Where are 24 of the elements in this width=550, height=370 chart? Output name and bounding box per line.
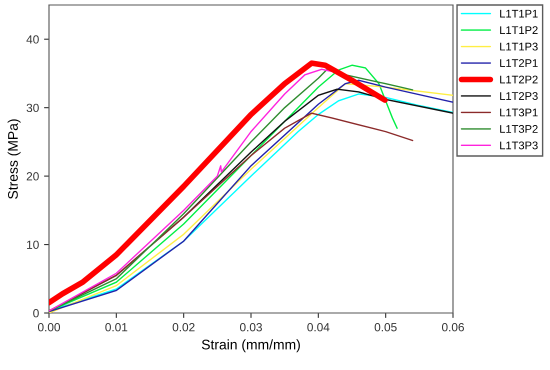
y-tick-label: 10 xyxy=(27,240,39,249)
x-tick-label: 0.02 xyxy=(172,323,195,332)
x-tick-label: 0.05 xyxy=(374,323,397,332)
x-tick-label: 0.04 xyxy=(307,323,330,332)
legend-label: L1T3P1 xyxy=(500,108,538,116)
y-tick-label: 0 xyxy=(33,309,39,318)
x-tick-label: 0.03 xyxy=(240,323,262,332)
x-axis-title: Strain (mm/mm) xyxy=(202,339,300,352)
legend-label: L1T3P2 xyxy=(500,125,538,133)
x-tick-label: 0.06 xyxy=(442,323,464,332)
x-tick-label: 0.00 xyxy=(38,323,60,332)
legend-label: L1T2P2 xyxy=(500,76,538,84)
legend-label: L1T3P3 xyxy=(500,141,538,150)
y-tick-label: 40 xyxy=(26,35,39,44)
x-tick-label: 0.01 xyxy=(105,323,128,332)
y-tick-label: 20 xyxy=(26,172,39,181)
legend-label: L1T2P3 xyxy=(500,92,538,100)
legend-label: L1T1P1 xyxy=(500,10,538,18)
line-series xyxy=(49,68,332,312)
legend-label: L1T2P1 xyxy=(500,59,538,67)
y-tick-label: 30 xyxy=(26,104,39,112)
legend-label: L1T1P2 xyxy=(500,26,538,34)
y-axis-title: Stress (MPa) xyxy=(8,119,21,199)
legend-label: L1T1P3 xyxy=(500,42,538,51)
